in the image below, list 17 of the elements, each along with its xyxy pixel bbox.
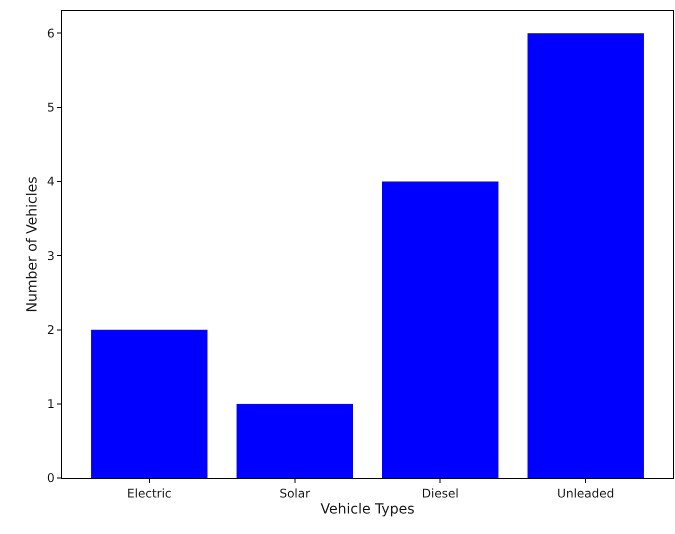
y-tick-label: 2 xyxy=(46,322,55,337)
x-axis-title: Vehicle Types xyxy=(320,502,414,518)
y-tick-label: 3 xyxy=(46,248,55,263)
y-tick-label: 1 xyxy=(46,397,55,412)
y-tick-label: 4 xyxy=(46,174,55,189)
bar xyxy=(382,181,498,478)
y-tick-label: 0 xyxy=(46,471,55,486)
y-axis-title: Number of Vehicles xyxy=(24,176,41,312)
x-tick-label: Electric xyxy=(127,486,172,500)
bar xyxy=(236,404,353,478)
x-tick-label: Unleaded xyxy=(557,486,614,500)
bar xyxy=(528,33,644,478)
y-tick-label: 6 xyxy=(46,26,55,40)
x-tick-label: Diesel xyxy=(422,486,459,500)
x-tick-label: Solar xyxy=(279,486,310,500)
y-tick-label: 5 xyxy=(46,100,55,115)
bar xyxy=(91,330,208,478)
